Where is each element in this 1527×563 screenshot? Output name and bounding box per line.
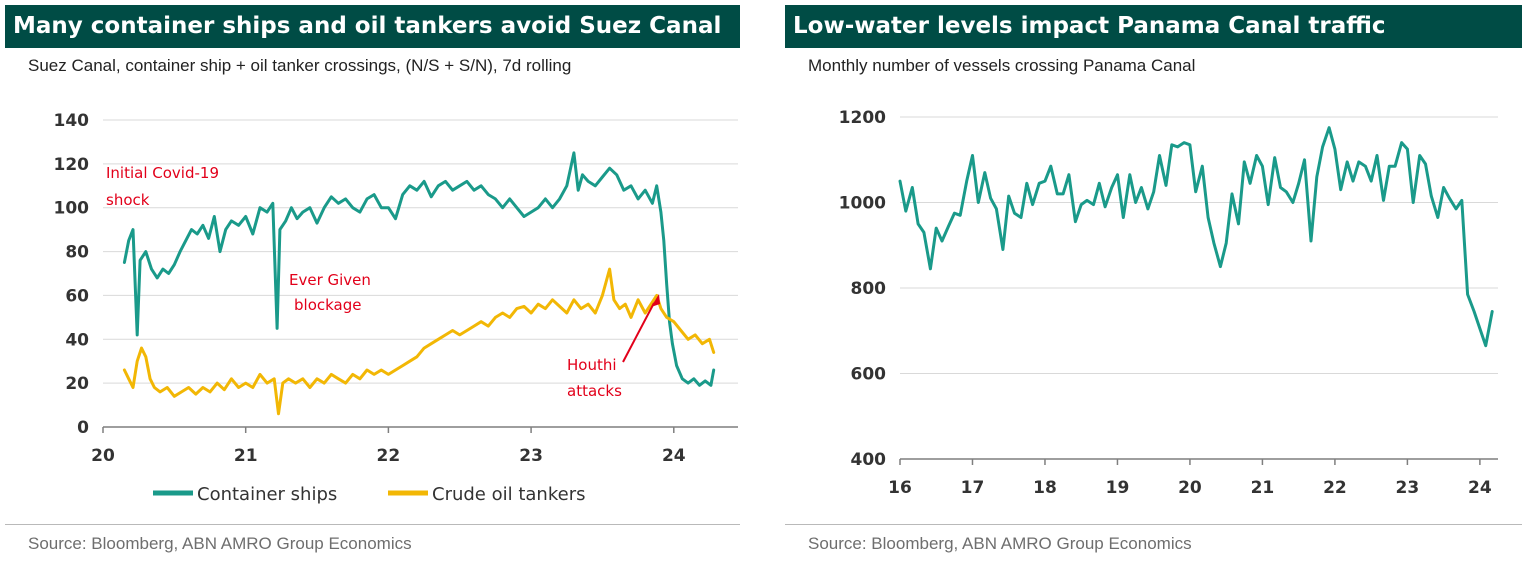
- source-divider: [785, 524, 1522, 525]
- x-tick-label: 23: [519, 446, 543, 466]
- annotation-houthi: Houthi: [567, 356, 617, 374]
- annotation-covid: shock: [106, 191, 150, 209]
- y-tick-label: 0: [77, 418, 89, 438]
- x-tick-label: 24: [1468, 478, 1492, 498]
- source-divider: [5, 524, 740, 525]
- annotation-arrowhead: [651, 294, 660, 307]
- x-axis: 20 21 22 23 24: [91, 427, 686, 466]
- annotations: Initial Covid-19 shock Ever Given blocka…: [106, 164, 660, 400]
- source-note: Source: Bloomberg, ABN AMRO Group Econom…: [28, 534, 412, 553]
- x-tick-label: 22: [377, 446, 401, 466]
- grid: [103, 119, 738, 428]
- x-tick-label: 24: [662, 446, 686, 466]
- x-tick-label: 17: [961, 478, 985, 498]
- chart-title: Many container ships and oil tankers avo…: [5, 5, 740, 48]
- y-tick-label: 40: [65, 330, 89, 350]
- y-tick-label: 600: [851, 365, 887, 385]
- annotation-houthi: attacks: [567, 382, 622, 400]
- source-note: Source: Bloomberg, ABN AMRO Group Econom…: [808, 534, 1192, 553]
- series-line-container-ships: [122, 151, 716, 387]
- panama-chart: 400 600 800 1000 1200 16 17 18 19 20 21 22 23 24: [839, 108, 1498, 498]
- annotation-arrow: [622, 302, 655, 363]
- x-tick-label: 20: [91, 446, 115, 466]
- y-tick-label: 120: [54, 155, 90, 175]
- y-tick-label: 80: [65, 243, 89, 263]
- x-tick-label: 21: [234, 446, 258, 466]
- suez-chart-panel: Many container ships and oil tankers avo…: [0, 0, 745, 563]
- panama-chart-panel: Low-water levels impact Panama Canal tra…: [782, 0, 1527, 563]
- annotation-covid: Initial Covid-19: [106, 164, 219, 182]
- y-axis: 400 600 800 1000 1200: [839, 108, 886, 470]
- y-tick-label: 1200: [839, 108, 886, 128]
- x-tick-label: 19: [1106, 478, 1130, 498]
- annotation-ever-given: blockage: [294, 296, 361, 314]
- x-tick-label: 22: [1323, 478, 1347, 498]
- legend-label-tanker: Crude oil tankers: [432, 484, 585, 505]
- plot-area: [898, 126, 1494, 348]
- chart-subtitle: Monthly number of vessels crossing Panam…: [808, 56, 1196, 75]
- x-tick-label: 20: [1178, 478, 1202, 498]
- x-tick-label: 16: [888, 478, 912, 498]
- x-tick-label: 18: [1033, 478, 1057, 498]
- series-line-crude-oil-tankers: [122, 267, 716, 416]
- y-axis: 0 20 40 60 80 100 120 140: [54, 111, 90, 438]
- y-tick-label: 20: [65, 374, 89, 394]
- y-tick-label: 140: [54, 111, 90, 131]
- x-tick-label: 21: [1251, 478, 1275, 498]
- y-tick-label: 1000: [839, 194, 886, 214]
- y-tick-label: 800: [851, 279, 887, 299]
- y-tick-label: 60: [65, 286, 89, 306]
- series-line-vessels: [898, 126, 1494, 348]
- x-tick-label: 23: [1396, 478, 1420, 498]
- grid: [900, 116, 1498, 460]
- annotation-ever-given: Ever Given: [289, 271, 371, 289]
- chart-subtitle: Suez Canal, container ship + oil tanker …: [28, 56, 572, 75]
- legend: Container ships Crude oil tankers: [153, 484, 585, 505]
- chart-title: Low-water levels impact Panama Canal tra…: [785, 5, 1522, 48]
- x-axis: 16 17 18 19 20 21 22 23 24: [888, 459, 1492, 498]
- legend-label-container: Container ships: [197, 484, 337, 505]
- y-tick-label: 400: [851, 450, 887, 470]
- plot-area: [122, 151, 716, 416]
- y-tick-label: 100: [54, 199, 90, 219]
